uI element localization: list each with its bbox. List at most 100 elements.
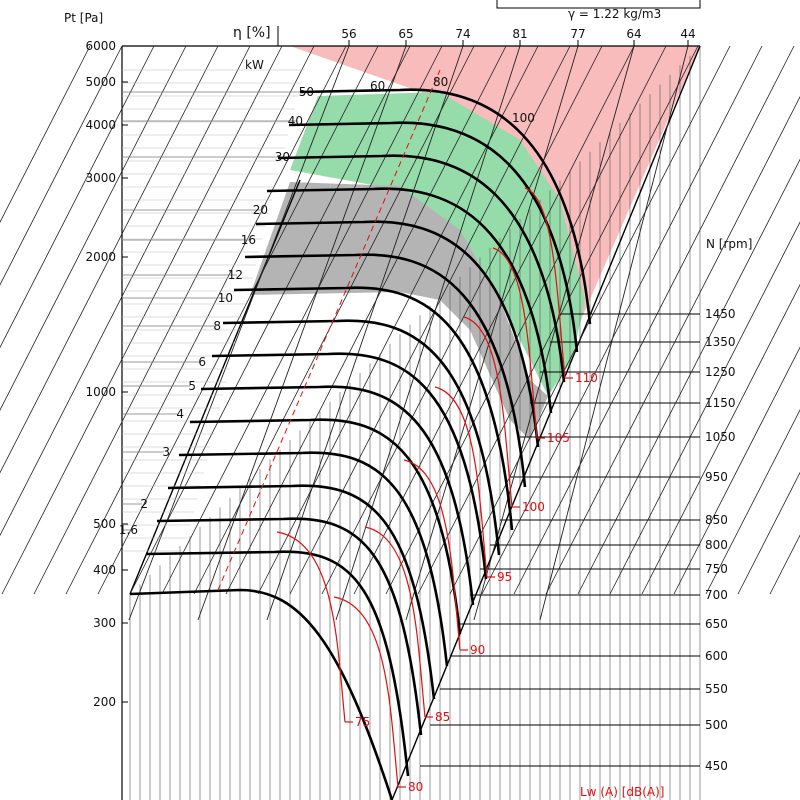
system-resistance-lines <box>0 40 800 800</box>
system-line <box>225 45 507 595</box>
sound-label: 110 <box>575 371 598 385</box>
power-label: 16 <box>241 233 256 247</box>
power-label: 40 <box>288 114 303 128</box>
power-label: 2 <box>140 497 148 511</box>
system-line <box>65 45 347 595</box>
efficiency-line <box>197 45 407 621</box>
fan-speed-curve <box>255 220 540 448</box>
speed-tick-label: 950 <box>705 470 728 484</box>
speed-tick-label: 1450 <box>705 307 736 321</box>
efficiency-curve-label: 60 <box>370 79 385 93</box>
efficiency-line <box>335 45 521 621</box>
fan-speed-curve <box>145 550 410 777</box>
y-tick-label: 4000 <box>85 118 116 132</box>
y-tick-label: 500 <box>93 517 116 531</box>
legend-box <box>496 0 701 9</box>
y-tick-label: 300 <box>93 616 116 630</box>
sound-level-curves <box>217 69 573 788</box>
system-line <box>513 45 795 595</box>
system-line <box>0 45 251 537</box>
fan-speed-curve <box>178 451 449 667</box>
efficiency-tick-label: 65 <box>398 27 413 41</box>
y-axis-title: Pt [Pa] <box>64 11 103 25</box>
power-label: 30 <box>275 150 290 164</box>
system-line <box>673 346 800 595</box>
system-line <box>769 534 800 595</box>
efficiency-tick-label: 56 <box>341 27 356 41</box>
speed-tick-label: 1150 <box>705 396 736 410</box>
speed-tick-label: 700 <box>705 588 728 602</box>
power-label: 4 <box>176 407 184 421</box>
speed-tick-label: 1250 <box>705 365 736 379</box>
power-label: 20 <box>253 203 268 217</box>
fan-speed-curve <box>129 588 394 800</box>
speed-axis-title: N [rpm] <box>706 237 752 251</box>
system-line <box>1 45 283 595</box>
system-line <box>0 45 219 474</box>
fan-speed-curve <box>299 88 592 325</box>
efficiency-tick-label: 77 <box>570 27 585 41</box>
y-tick-label: 3000 <box>85 171 116 185</box>
power-label: 1.6 <box>119 523 138 537</box>
sound-curve <box>524 187 566 379</box>
power-label: 5 <box>188 379 196 393</box>
fan-speed-curve <box>266 187 553 414</box>
fan-speed-curve <box>233 286 514 531</box>
system-line <box>0 45 155 349</box>
system-line <box>0 45 91 224</box>
sound-label: 100 <box>522 500 545 514</box>
speed-tick-label: 850 <box>705 513 728 527</box>
power-label: 12 <box>228 268 243 282</box>
system-line <box>0 45 123 286</box>
y-tick-label: 400 <box>93 563 116 577</box>
sound-label: 95 <box>497 570 512 584</box>
efficiency-tick-label: 44 <box>680 27 695 41</box>
sound-curve <box>463 316 513 508</box>
y-tick-label: 1000 <box>85 385 116 399</box>
y-tick-label: 5000 <box>85 75 116 89</box>
y-tick-label: 200 <box>93 695 116 709</box>
efficiency-line <box>128 45 350 621</box>
efficiency-tick-label: 74 <box>455 27 470 41</box>
sound-curve <box>333 596 399 788</box>
system-line <box>545 96 800 595</box>
fan-speed-curve <box>156 517 423 736</box>
sound-curve <box>276 531 346 723</box>
system-line <box>0 45 187 411</box>
sound-axis-title: Lw (A) [dB(A)] <box>580 785 665 799</box>
sound-label: 105 <box>547 431 570 445</box>
sound-label: 85 <box>435 710 450 724</box>
power-label: 50 <box>299 85 314 99</box>
system-line <box>321 45 603 595</box>
system-line <box>353 45 635 595</box>
fan-speed-curve <box>288 121 579 353</box>
efficiency-title: η [%] <box>233 25 271 41</box>
system-line <box>481 45 763 595</box>
chart-labels: 200 300 400 500 1000 2000 3000 4000 5000 6000 50 40… <box>85 27 735 794</box>
system-line <box>33 45 315 595</box>
fan-speed-curve <box>200 385 475 606</box>
efficiency-line <box>266 45 464 621</box>
system-line <box>577 158 800 595</box>
speed-tick-label: 650 <box>705 617 728 631</box>
system-line <box>129 45 411 595</box>
efficiency-line <box>405 45 579 621</box>
sound-curve <box>403 459 461 651</box>
sound-label: 90 <box>470 643 485 657</box>
efficiency-tick-label: 81 <box>512 27 527 41</box>
sound-curve <box>364 526 426 718</box>
system-line <box>737 471 800 595</box>
fan-speed-curves <box>129 88 592 800</box>
speed-tick-label: 800 <box>705 538 728 552</box>
speed-tick-label: 600 <box>705 649 728 663</box>
power-label: 8 <box>213 319 221 333</box>
power-label: 3 <box>162 445 170 459</box>
speed-tick-label: 750 <box>705 562 728 576</box>
sound-label: 80 <box>408 780 423 794</box>
efficiency-curve-label: 100 <box>512 111 535 125</box>
zone-gray <box>250 182 548 440</box>
system-line <box>641 283 800 595</box>
efficiency-curve-label: 80 <box>433 75 448 89</box>
power-lines <box>122 69 308 552</box>
